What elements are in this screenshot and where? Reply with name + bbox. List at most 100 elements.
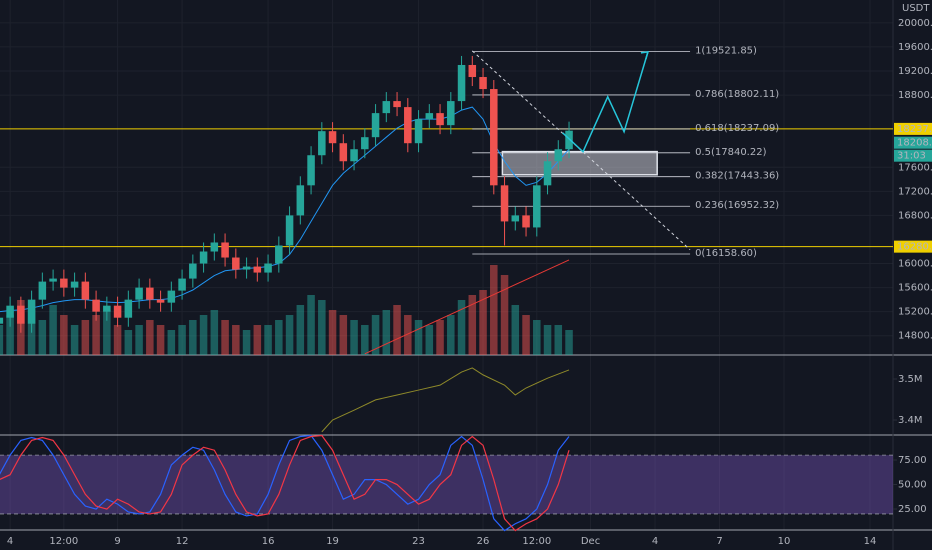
candle-body (468, 64, 477, 78)
fib-label: 0.236(16952.32) (695, 200, 779, 211)
volume-bar (350, 320, 358, 355)
candle-body (253, 266, 262, 273)
projection-arrow (640, 50, 649, 60)
level-price-tag-box (894, 122, 932, 135)
volume-bar (318, 300, 326, 355)
volume-bar (393, 305, 401, 355)
volume-bar (296, 305, 305, 355)
volume-bar (371, 315, 380, 355)
volume-bar (425, 325, 434, 355)
x-tick-label: Dec (581, 536, 600, 547)
volume-bar (543, 325, 552, 355)
x-tick-label: 10 (778, 536, 791, 547)
volume-bar (199, 315, 208, 355)
x-tick-label: 23 (412, 536, 425, 547)
fib-label: 0(16158.60) (695, 248, 757, 259)
y-tick-label: 3.5M (898, 374, 923, 385)
candle-body (500, 185, 509, 222)
candle-body (490, 89, 498, 186)
volume-bar (0, 325, 4, 355)
y-tick-label: 16800.00 (898, 210, 932, 221)
volume-bar (6, 315, 14, 355)
candle-body (565, 130, 573, 150)
candle-body (135, 287, 143, 300)
candle-body (350, 149, 358, 162)
candle-body (533, 185, 541, 228)
volume-bar (533, 320, 541, 355)
x-tick-label: 4 (7, 536, 13, 547)
x-tick-label: 12:00 (522, 536, 551, 547)
candle-body (178, 278, 186, 291)
y-tick-label: 25.00 (898, 504, 927, 515)
obv-line (321, 367, 570, 433)
volume-bar (210, 310, 219, 355)
candle-body (70, 281, 79, 288)
fib-label: 0.5(17840.22) (695, 147, 767, 158)
candle-body (404, 107, 412, 144)
volume-bar (457, 300, 466, 355)
countdown-tag: 31:03 (897, 151, 926, 162)
y-tick-label: 18800.00 (898, 90, 932, 101)
volume-bar (38, 320, 47, 355)
candle-body (189, 263, 197, 279)
candle-body (307, 155, 315, 186)
volume-bar (447, 315, 455, 355)
projection-path (562, 51, 649, 154)
volume-bar (81, 320, 90, 355)
candle-body (522, 215, 530, 228)
candle-body (232, 257, 240, 270)
candle-body (511, 215, 520, 222)
candle-body (199, 251, 208, 264)
candle-body (285, 215, 294, 246)
x-tick-label: 12 (176, 536, 189, 547)
volume-bar (124, 330, 133, 355)
volume-bar (490, 265, 498, 355)
volume-bar (242, 330, 251, 355)
stoch-line (0, 434, 570, 532)
candle-body (103, 305, 111, 312)
y-tick-label: 15600.00 (898, 283, 932, 294)
candle-body (113, 305, 122, 318)
candle-body (38, 281, 47, 300)
stoch-band (0, 455, 893, 514)
candle-body (146, 287, 154, 300)
candle-body (296, 185, 305, 216)
volume-bar (522, 315, 530, 355)
volume-trend-line (364, 259, 570, 355)
volume-bar (167, 330, 176, 355)
candle-body (221, 242, 229, 258)
y-tick-label: 50.00 (898, 480, 927, 491)
volume-bar (500, 275, 509, 355)
candle-body (17, 305, 25, 324)
candle-body (425, 113, 434, 120)
x-tick-label: 14 (864, 536, 877, 547)
last-price-tag: 18208.03 (897, 138, 932, 149)
candle-body (318, 131, 326, 156)
volume-bar (468, 295, 477, 355)
fib-label: 0.618(18237.09) (695, 123, 779, 134)
candle-body (382, 101, 391, 114)
candle-body (554, 149, 563, 162)
volume-bar (70, 325, 79, 355)
level-price-tag: 16280.90 (897, 242, 932, 253)
volume-bar (135, 325, 143, 355)
candle-body (81, 281, 90, 300)
fib-label: 1(19521.85) (695, 46, 757, 57)
y-tick-label: 19600.00 (898, 42, 932, 53)
x-tick-label: 4 (652, 536, 658, 547)
candle-body (414, 119, 423, 144)
level-price-tag-box (894, 240, 932, 253)
countdown-tag-box (894, 149, 932, 162)
candle-body (92, 299, 100, 312)
candle-body (457, 64, 466, 102)
y-tick-label: 3.4M (898, 415, 923, 426)
y-tick-label: 15200.00 (898, 307, 932, 318)
volume-bar (554, 325, 563, 355)
volume-bar (479, 290, 487, 355)
volume-bar (436, 320, 444, 355)
stoch-line (0, 434, 570, 532)
volume-bar (146, 320, 154, 355)
volume-bar (414, 320, 423, 355)
